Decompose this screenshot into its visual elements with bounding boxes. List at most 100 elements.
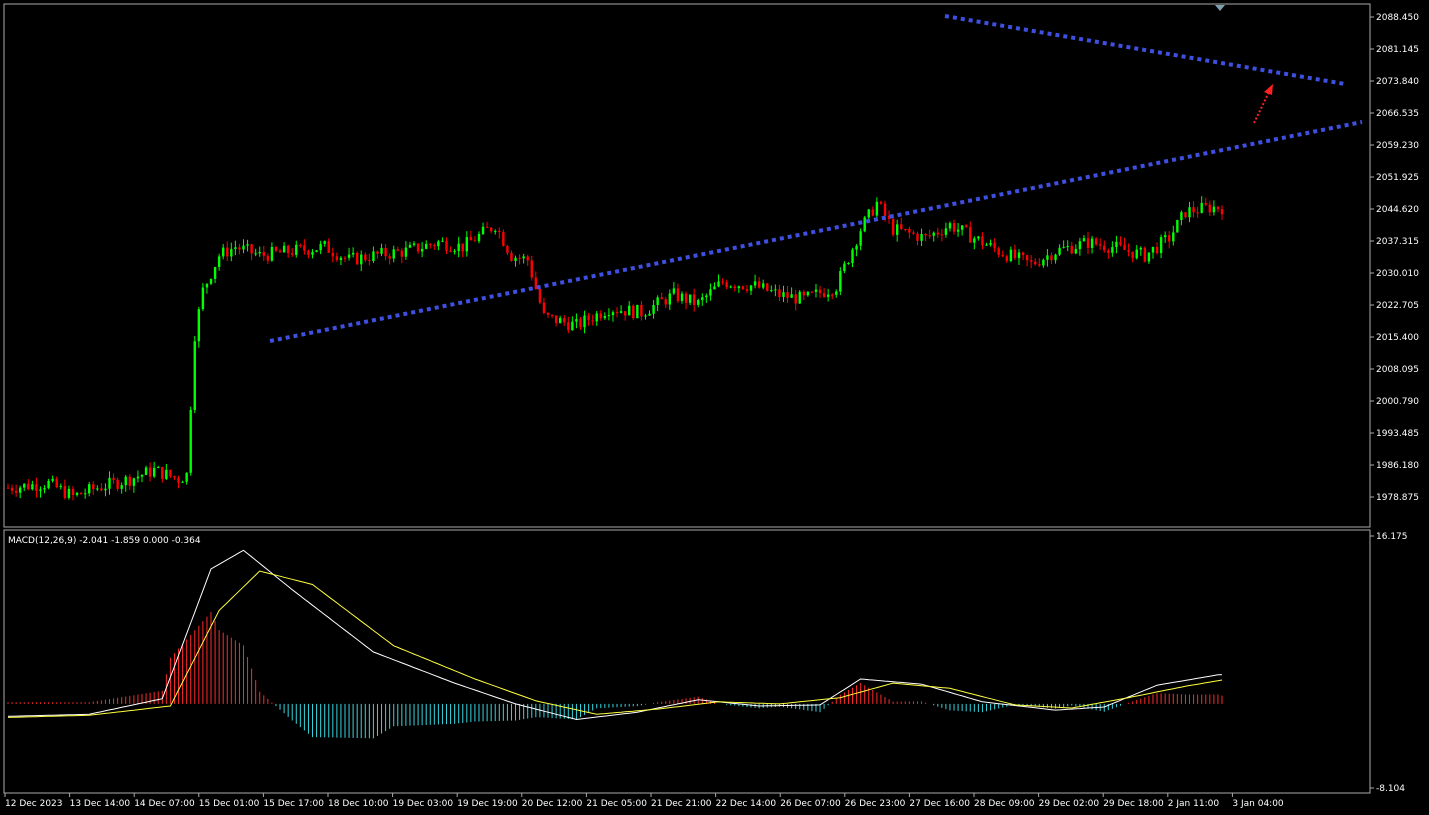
- x-tick-label: 15 Dec 01:00: [199, 799, 260, 809]
- candle-body: [221, 247, 225, 257]
- price-y-tick-label: 2051.925: [1376, 173, 1419, 183]
- candle-body: [433, 245, 436, 247]
- candle-body: [713, 286, 716, 290]
- candle-body: [335, 256, 339, 260]
- candle-body: [71, 488, 75, 496]
- candle-body: [766, 283, 769, 291]
- candle-body: [425, 244, 428, 249]
- candle-body: [660, 297, 663, 300]
- candle-body: [291, 253, 294, 255]
- candle-body: [104, 488, 107, 491]
- candle-body: [185, 472, 188, 482]
- candle-body: [709, 289, 712, 296]
- candle-body: [1155, 246, 1159, 254]
- candle-body: [144, 467, 148, 475]
- candle-body: [299, 244, 302, 246]
- price-y-tick-label: 2066.535: [1376, 109, 1419, 119]
- candle-body: [1021, 252, 1025, 256]
- candle-body: [1115, 241, 1118, 248]
- price-y-tick-label: 2037.315: [1376, 237, 1419, 247]
- price-y-tick-label: 2015.400: [1376, 333, 1419, 343]
- candle-body: [10, 487, 14, 491]
- candle-body: [591, 320, 594, 322]
- lower-trendline: [269, 120, 1363, 343]
- candle-body: [1135, 249, 1138, 259]
- price-y-tick-label: 2044.620: [1376, 205, 1419, 215]
- candle-body: [502, 232, 505, 246]
- price-panel: 2088.450 2081.145 2073.840 2066.535 2059.230…: [3, 3, 1419, 528]
- candle-body: [563, 318, 566, 323]
- candle-body: [960, 225, 964, 230]
- candle-body: [1058, 247, 1061, 255]
- candle-body: [416, 243, 420, 252]
- x-tick-label: 12 Dec 2023: [5, 799, 63, 809]
- candle-body: [461, 243, 464, 252]
- candle-body: [920, 233, 923, 241]
- candle-body: [347, 254, 351, 258]
- candle-body: [1200, 202, 1203, 213]
- macd-y-axis: 16.175 -8.104: [1370, 532, 1408, 794]
- candle-body: [656, 297, 659, 306]
- candle-body: [818, 289, 822, 294]
- candle-body: [579, 319, 582, 328]
- candle-body: [1025, 255, 1029, 261]
- candle-body: [891, 218, 895, 235]
- candle-body: [193, 341, 196, 410]
- candle-body: [311, 251, 314, 255]
- candle-body: [774, 289, 777, 291]
- candle-body: [75, 492, 79, 496]
- candle-body: [1196, 212, 1199, 214]
- candle-body: [969, 226, 972, 243]
- candle-body: [514, 257, 517, 261]
- candle-body: [538, 288, 542, 303]
- candle-body: [128, 476, 132, 486]
- candle-body: [1107, 250, 1110, 253]
- candle-body: [319, 243, 322, 251]
- candle-body: [879, 201, 883, 204]
- candle-body: [258, 252, 261, 254]
- candle-body: [875, 201, 879, 216]
- candle-body: [1070, 246, 1073, 254]
- candle-body: [315, 250, 318, 252]
- macd-legend: MACD(12,26,9) -2.041 -1.859 0.000 -0.364: [8, 536, 201, 546]
- candle-body: [197, 309, 201, 342]
- x-tick-label: 18 Dec 10:00: [328, 799, 389, 809]
- macd-lines: [7, 549, 1223, 721]
- candle-body: [510, 252, 513, 261]
- candle-body: [148, 467, 152, 477]
- candle-body: [1090, 238, 1094, 248]
- candle-body: [831, 294, 834, 296]
- candle-body: [822, 293, 826, 297]
- candle-body: [1123, 244, 1126, 250]
- candle-body: [676, 288, 680, 301]
- candle-body: [457, 243, 460, 252]
- candle-body: [1054, 254, 1057, 261]
- candle-body: [23, 483, 26, 488]
- candle-body: [217, 256, 221, 268]
- candle-body: [904, 228, 907, 230]
- candle-body: [737, 286, 741, 289]
- candle-body: [855, 245, 858, 250]
- candle-body: [364, 254, 367, 261]
- candle-body: [453, 251, 456, 253]
- candle-body: [835, 291, 838, 295]
- candle-body: [339, 257, 343, 260]
- price-y-tick-label: 2000.790: [1376, 397, 1419, 407]
- x-tick-label: 14 Dec 07:00: [134, 799, 195, 809]
- breakout-arrow-head: [1264, 84, 1273, 95]
- candle-body: [644, 315, 647, 317]
- candle-body: [757, 281, 761, 288]
- x-tick-label: 26 Dec 07:00: [780, 799, 841, 809]
- candle-body: [1163, 235, 1167, 238]
- candle-body: [587, 315, 590, 321]
- candle-body: [494, 231, 497, 233]
- candle-body: [412, 243, 416, 245]
- candle-body: [445, 240, 448, 251]
- candle-body: [39, 489, 42, 491]
- candle-body: [63, 486, 67, 498]
- candle-body: [952, 223, 956, 232]
- price-y-tick-label: 2088.450: [1376, 13, 1419, 23]
- x-tick-label: 3 Jan 04:00: [1232, 799, 1284, 809]
- candle-body: [1147, 252, 1151, 262]
- candle-body: [266, 255, 270, 261]
